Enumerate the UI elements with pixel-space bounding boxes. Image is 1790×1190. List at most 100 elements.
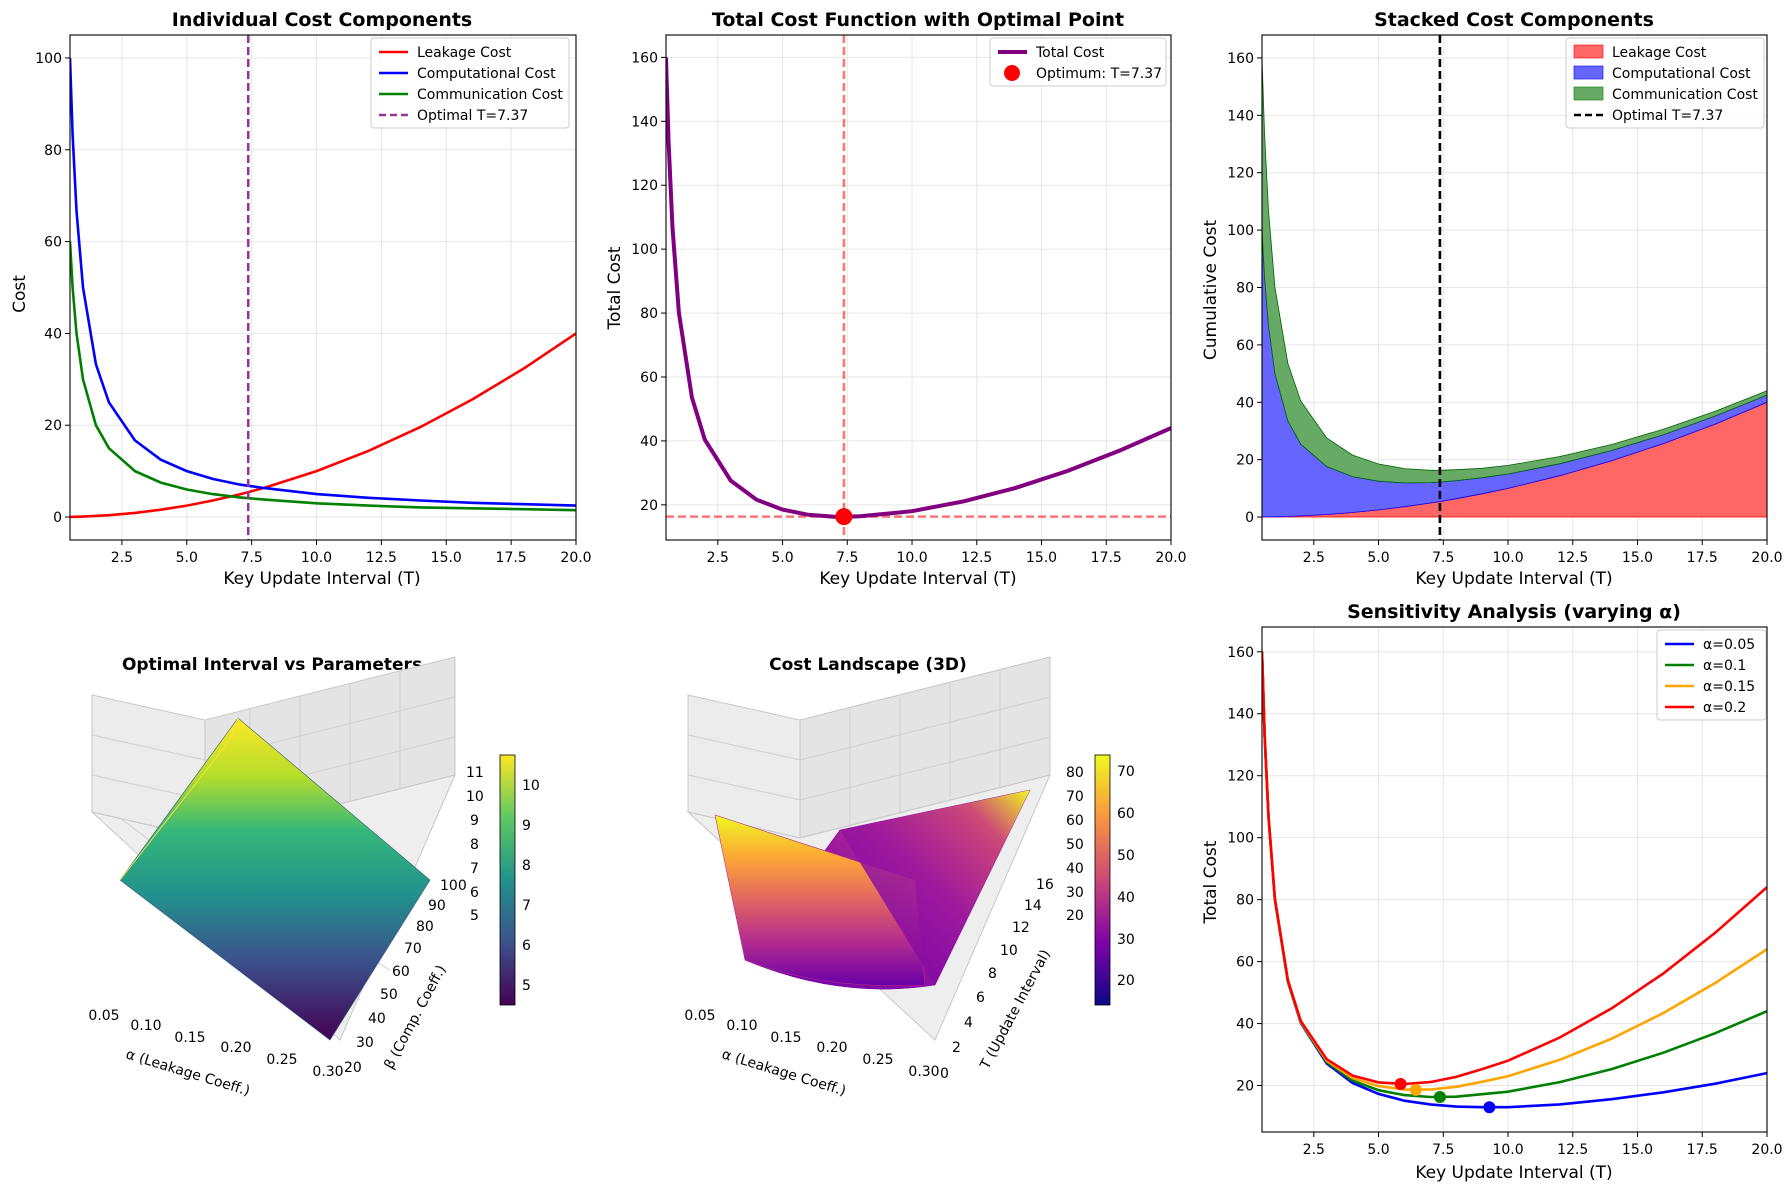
p4-surface <box>119 717 431 1041</box>
p6-x-tick-label: 2.5 <box>1303 1142 1325 1158</box>
p6-legend: α=0.05 α=0.1 α=0.15 α=0.2 <box>1656 629 1767 721</box>
p4-cbar-tick: 5 <box>522 978 531 994</box>
p3-y-tick-label: 20 <box>1236 453 1254 469</box>
p6-x-tick-label: 5.0 <box>1367 1142 1389 1158</box>
p4-ytick: 30 <box>356 1035 374 1051</box>
p2-title: Total Cost Function with Optimal Point <box>712 9 1124 31</box>
p6-y-tick-label: 120 <box>1227 769 1254 785</box>
p2-x-tick-label: 15.0 <box>1026 550 1057 566</box>
p1-y-tick-label: 60 <box>44 235 62 251</box>
p2-x-label: Key Update Interval (T) <box>819 569 1016 589</box>
p3-series-layer <box>1262 35 1767 540</box>
p5-cbar-tick: 20 <box>1117 973 1135 989</box>
p2-y-tick-label: 60 <box>640 370 658 386</box>
p2-x-tick-label: 20.0 <box>1155 550 1186 566</box>
p3-legend-optimal: Optimal T=7.37 <box>1612 108 1723 124</box>
p2-y-tick-label: 160 <box>631 50 658 66</box>
p1-x-tick-label: 2.5 <box>111 550 133 566</box>
panel-optimal-interval-3d: Optimal Interval vs Parameters 0.05 0.10… <box>88 655 539 1099</box>
p5-ytick: 2 <box>952 1040 961 1056</box>
p5-x-ticks: 0.05 0.10 0.15 0.20 0.25 0.30 <box>684 1008 939 1080</box>
p5-xtick: 0.25 <box>862 1052 893 1068</box>
p6-legend-a015: α=0.15 <box>1703 679 1755 695</box>
p3-y-tick-label: 80 <box>1236 281 1254 297</box>
p1-x-tick-label: 5.0 <box>176 550 198 566</box>
p2-x-tick-label: 10.0 <box>896 550 927 566</box>
p1-x-tick-label: 12.5 <box>366 550 397 566</box>
p6-legend-a01: α=0.1 <box>1703 658 1746 674</box>
p3-y-tick-label: 160 <box>1227 51 1254 67</box>
p2-x-tick-label: 17.5 <box>1091 550 1122 566</box>
p3-legend-swatch-computational <box>1573 65 1604 80</box>
p3-x-tick-label: 20.0 <box>1751 550 1782 566</box>
p6-y-label: Total Cost <box>1201 840 1221 924</box>
p3-x-tick-label: 10.0 <box>1492 550 1523 566</box>
p4-cbar-tick: 8 <box>522 858 531 874</box>
p3-y-tick-label: 60 <box>1236 338 1254 354</box>
p2-optimum-point <box>835 508 853 526</box>
p6-y-ticks: 20 40 60 80 100 120 140 160 <box>1227 645 1262 1095</box>
p2-y-label: Total Cost <box>605 246 625 330</box>
p6-series-layer <box>1262 651 1767 1114</box>
p1-legend-computational: Computational Cost <box>417 66 556 82</box>
panel-stacked-cost-components: Stacked Cost Components 2.5 5.0 7.5 10.0 12.… <box>1201 9 1783 589</box>
p3-legend-swatch-leakage <box>1573 44 1604 59</box>
p4-ytick: 100 <box>440 878 467 894</box>
p3-area-2 <box>1262 57 1767 484</box>
p6-y-tick-label: 160 <box>1227 645 1254 661</box>
p6-x-tick-label: 17.5 <box>1687 1142 1718 1158</box>
p4-ztick: 8 <box>470 837 479 853</box>
p4-xtick: 0.05 <box>88 1008 119 1024</box>
p6-y-tick-label: 80 <box>1236 893 1254 909</box>
p3-y-ticks: 0 20 40 60 80 100 120 140 160 <box>1227 51 1262 526</box>
p4-x-ticks: 0.05 0.10 0.15 0.20 0.25 0.30 <box>88 1008 343 1080</box>
p2-x-tick-label: 12.5 <box>961 550 992 566</box>
p4-xtick: 0.25 <box>266 1052 297 1068</box>
p2-series-layer <box>666 35 1171 540</box>
p5-ytick: 4 <box>964 1015 973 1031</box>
p3-legend-swatch-communication <box>1573 86 1604 101</box>
p4-ztick: 11 <box>466 765 484 781</box>
p5-ytick: 6 <box>976 990 985 1006</box>
p4-ytick: 80 <box>416 919 434 935</box>
p1-y-tick-label: 100 <box>35 51 62 67</box>
p1-legend-communication: Communication Cost <box>417 87 563 103</box>
p5-xtick: 0.30 <box>908 1064 939 1080</box>
p1-legend: Leakage Cost Computational Cost Communic… <box>370 37 570 129</box>
p5-ztick: 60 <box>1066 813 1084 829</box>
p2-y-tick-label: 20 <box>640 498 658 514</box>
p5-ztick: 40 <box>1066 861 1084 877</box>
p1-series-line <box>70 241 576 512</box>
p6-legend-a02: α=0.2 <box>1703 700 1746 716</box>
p1-y-tick-label: 20 <box>44 418 62 434</box>
p2-x-ticks: 2.5 5.0 7.5 10.0 12.5 15.0 17.5 20.0 <box>707 540 1187 566</box>
p4-cbar-tick: 6 <box>522 938 531 954</box>
p2-y-tick-label: 140 <box>631 114 658 130</box>
p2-y-tick-label: 100 <box>631 242 658 258</box>
p4-colorbar-ticks: 5 6 7 8 9 10 <box>522 778 540 994</box>
p5-cbar-tick: 60 <box>1117 806 1135 822</box>
p2-y-ticks: 20 40 60 80 100 120 140 160 <box>631 50 666 514</box>
p3-x-tick-label: 2.5 <box>1303 550 1325 566</box>
p3-y-tick-label: 120 <box>1227 166 1254 182</box>
p5-y-ticks: 0 2 4 6 8 10 12 14 16 <box>940 877 1054 1082</box>
p3-x-tick-label: 7.5 <box>1432 550 1454 566</box>
p4-ytick: 70 <box>404 941 422 957</box>
p5-ztick: 80 <box>1066 765 1084 781</box>
p1-legend-leakage: Leakage Cost <box>417 45 512 61</box>
p4-ztick: 10 <box>466 789 484 805</box>
p3-x-label: Key Update Interval (T) <box>1415 569 1612 589</box>
p4-cbar-tick: 7 <box>522 898 531 914</box>
p2-legend: Total Cost Optimum: T=7.37 <box>989 37 1167 87</box>
p4-surface-ridge <box>119 717 239 881</box>
p1-title: Individual Cost Components <box>172 9 472 31</box>
p1-x-tick-label: 20.0 <box>560 550 591 566</box>
p3-legend: Leakage Cost Computational Cost Communic… <box>1565 37 1765 129</box>
p5-pane-grid <box>687 671 1051 827</box>
p6-legend-a005: α=0.05 <box>1703 637 1755 653</box>
p3-y-tick-label: 0 <box>1245 510 1254 526</box>
p3-y-label: Cumulative Cost <box>1201 220 1221 361</box>
p4-ytick: 40 <box>368 1011 386 1027</box>
p2-x-tick-label: 5.0 <box>771 550 793 566</box>
